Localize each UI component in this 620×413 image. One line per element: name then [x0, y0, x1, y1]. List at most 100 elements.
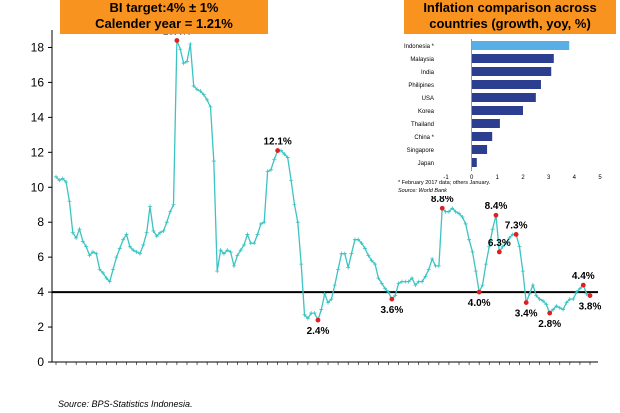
data-point [393, 293, 398, 298]
y-tick-label: 6 [37, 250, 44, 264]
inset-bar [471, 106, 523, 115]
y-tick-label: 10 [31, 180, 45, 194]
peak-label: 3.4% [515, 309, 538, 320]
y-axis: 0 2 4 6 8 10 12 14 16 18 [31, 30, 53, 369]
data-point [245, 232, 250, 237]
peak-marker [493, 212, 499, 218]
peak-marker [587, 293, 593, 298]
data-point [168, 209, 173, 214]
peak-label: 4.0% [468, 298, 491, 309]
data-point [571, 297, 576, 302]
annotation-group: 18.4%12.1%2.4%3.6%8.8%4.0%8.4%6.3%7.3%3.… [163, 26, 602, 337]
data-point [242, 242, 247, 247]
inset-bar [471, 54, 554, 63]
data-point [94, 251, 99, 256]
data-point [480, 283, 485, 288]
data-point [544, 302, 549, 307]
data-point [148, 204, 153, 209]
inset-tick-label: 1 [496, 175, 500, 181]
inset-bar [471, 41, 570, 50]
data-point [551, 307, 556, 312]
data-point [433, 263, 438, 268]
data-point [101, 270, 106, 275]
data-point [117, 246, 122, 251]
data-point [107, 279, 112, 284]
data-point [211, 159, 216, 164]
data-point [299, 262, 304, 267]
data-point [64, 180, 69, 185]
inset-bar [471, 145, 488, 154]
peak-label: 8.8% [431, 194, 454, 205]
peak-marker [275, 148, 281, 153]
data-point [221, 251, 226, 256]
inset-category-label: China * [414, 135, 434, 141]
peak-label: 6.3% [488, 238, 511, 249]
inset-bar [471, 158, 477, 167]
data-point [359, 241, 364, 246]
y-tick-label: 16 [31, 75, 45, 89]
data-point [403, 279, 408, 284]
data-point [131, 248, 136, 253]
y-tick-label: 12 [31, 145, 45, 159]
data-point [399, 279, 404, 284]
y-tick-label: 14 [31, 110, 45, 124]
inset-category-label: India [421, 70, 435, 76]
comparison-header: Inflation comparison across countries (g… [404, 0, 616, 34]
inset-source: Source: World Bank [398, 188, 447, 194]
data-point [70, 230, 75, 235]
peak-marker [496, 249, 502, 255]
y-tick-label: 0 [37, 355, 44, 369]
data-point [114, 255, 119, 260]
data-point [376, 276, 381, 281]
data-point [158, 230, 163, 235]
peak-marker [439, 205, 445, 211]
data-point [450, 206, 455, 211]
y-tick-label: 2 [37, 320, 44, 334]
data-point [577, 286, 582, 291]
peak-label: 4.4% [572, 271, 595, 282]
data-point [151, 228, 156, 233]
inset-tick-label: 0 [470, 175, 474, 181]
inset-bar [471, 132, 493, 141]
data-point [161, 228, 166, 233]
data-point [188, 41, 193, 46]
data-point [272, 157, 277, 162]
inset-bars: Indonesia * Malaysia India Philipines USA Kor… [404, 41, 570, 167]
data-point [500, 244, 505, 249]
data-point [198, 89, 203, 94]
data-point [423, 274, 428, 279]
data-point [191, 83, 196, 88]
data-point [84, 244, 89, 249]
data-point [356, 237, 361, 242]
data-point [268, 167, 273, 172]
data-point [238, 248, 243, 253]
inset-category-label: Singapore [407, 148, 435, 154]
data-point [184, 59, 189, 64]
data-point [54, 174, 58, 179]
peak-label: 7.3% [505, 220, 528, 231]
data-point [369, 258, 374, 263]
data-point [265, 169, 270, 174]
data-point [137, 251, 142, 256]
data-point [305, 316, 310, 321]
inset-tick-label: 3 [547, 175, 551, 181]
data-point [349, 251, 354, 256]
data-point [527, 291, 532, 296]
inset-tick-label: -1 [443, 175, 449, 181]
peak-label: 12.1% [263, 137, 291, 148]
peak-label: 2.4% [307, 326, 330, 337]
peak-label: 8.4% [485, 201, 508, 212]
data-point [87, 253, 92, 258]
data-point [534, 293, 539, 298]
data-point [342, 251, 347, 256]
data-point [379, 281, 384, 286]
data-point [463, 221, 468, 226]
y-tick-label: 4 [37, 285, 44, 299]
data-point [121, 237, 126, 242]
data-point [453, 209, 458, 214]
inset-category-label: Malaysia [410, 57, 434, 63]
data-point [80, 239, 85, 244]
data-point [252, 241, 257, 246]
data-point [470, 249, 475, 254]
data-point [430, 256, 435, 261]
